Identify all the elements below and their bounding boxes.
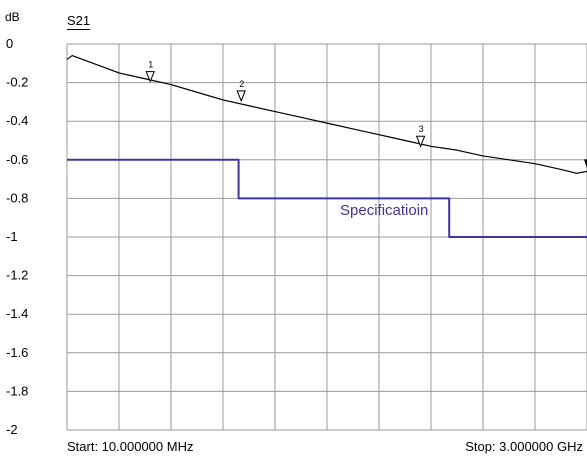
y-tick-label: 0 (6, 36, 13, 51)
marker-triangle (415, 135, 426, 148)
y-tick-label: -0.8 (6, 190, 28, 205)
y-tick-label: -0.4 (6, 113, 28, 128)
y-tick-label: -1 (6, 229, 18, 244)
trace-name-label: S21 (67, 13, 91, 30)
marker-triangle (145, 71, 155, 83)
y-tick-label: -1.2 (6, 268, 28, 283)
y-tick-label: -1.4 (6, 306, 28, 321)
marker-label: 2 (239, 79, 244, 89)
start-frequency-label: Start: 10.000000 MHz (67, 439, 194, 454)
trace-line (66, 54, 587, 174)
stop-frequency-label: Stop: 3.000000 GHz (465, 439, 583, 454)
y-tick-label: -0.2 (6, 75, 28, 90)
y-tick-label: -1.8 (6, 383, 28, 398)
y-unit-label: dB (5, 10, 20, 24)
y-tick-label: -2 (6, 422, 18, 437)
y-tick-label: -0.6 (6, 152, 28, 167)
spec-limit-line (67, 158, 587, 238)
marker-triangle (584, 159, 587, 169)
y-tick-label: -1.6 (6, 345, 28, 360)
spec-annotation: Specificatioin (340, 202, 428, 219)
marker-label: 3 (419, 124, 424, 134)
marker-label: 1 (148, 60, 153, 70)
marker-triangle (236, 90, 246, 103)
